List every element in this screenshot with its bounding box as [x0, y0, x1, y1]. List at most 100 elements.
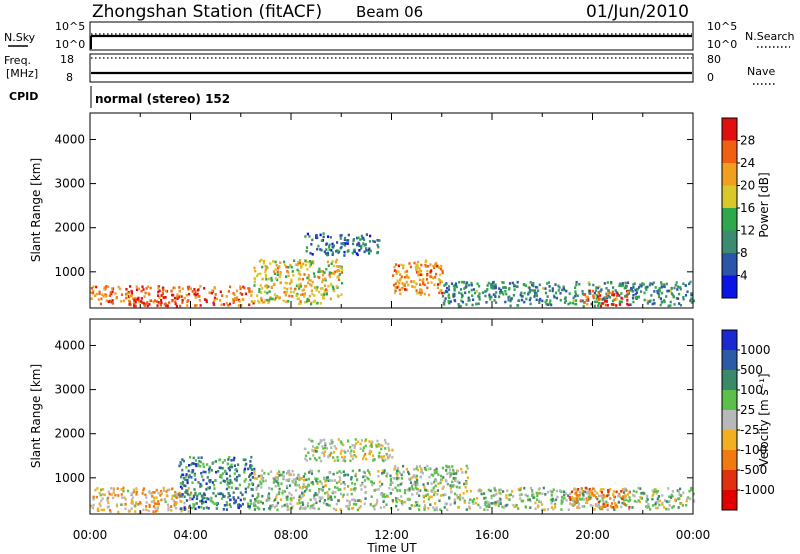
echo-cell — [219, 290, 222, 294]
echo-cell — [624, 281, 627, 285]
echo-cell — [188, 498, 191, 501]
echo-cell — [559, 298, 562, 302]
echo-cell — [406, 275, 409, 279]
echo-cell — [671, 490, 674, 493]
echo-cell — [471, 294, 474, 297]
echo-cell — [273, 272, 277, 276]
echo-cell — [657, 495, 661, 498]
echo-cell — [210, 469, 213, 472]
echo-cell — [685, 499, 688, 503]
echo-cell — [656, 291, 659, 295]
echo-cell — [565, 289, 568, 293]
echo-cell — [370, 443, 373, 446]
echo-cell — [469, 489, 472, 493]
echo-cell — [538, 301, 541, 304]
echo-cell — [422, 500, 426, 503]
echo-cell — [392, 283, 396, 287]
echo-cell — [276, 273, 279, 276]
echo-cell — [269, 296, 272, 299]
echo-cell — [306, 485, 309, 488]
echo-cell — [359, 238, 362, 241]
echo-cell — [316, 477, 319, 481]
echo-cell — [392, 476, 395, 480]
echo-cell — [408, 507, 411, 510]
echo-cell — [581, 505, 584, 508]
echo-cell — [221, 461, 224, 464]
echo-cell — [451, 465, 454, 468]
echo-cell — [249, 478, 252, 482]
echo-cell — [574, 302, 577, 306]
echo-cell — [318, 290, 321, 294]
echo-cell — [176, 293, 179, 296]
echo-cell — [408, 262, 411, 265]
echo-cell — [208, 480, 211, 484]
echo-cell — [554, 291, 558, 295]
echo-cell — [308, 438, 311, 441]
echo-cell — [602, 499, 605, 503]
echo-cell — [618, 494, 621, 498]
echo-cell — [538, 283, 541, 287]
echo-cell — [440, 267, 443, 271]
echo-cell — [525, 297, 528, 301]
echo-cell — [277, 484, 280, 487]
echo-cell — [233, 501, 236, 505]
echo-cell — [533, 291, 536, 294]
echo-cell — [333, 459, 336, 462]
echo-cell — [423, 485, 426, 489]
echo-cell — [366, 476, 369, 480]
echo-cell — [115, 296, 118, 300]
echo-cell — [364, 444, 367, 448]
echo-cell — [264, 264, 267, 268]
echo-cell — [395, 272, 398, 275]
echo-cell — [269, 297, 272, 301]
echo-cell — [349, 446, 352, 449]
echo-cell — [652, 490, 656, 493]
echo-cell — [441, 280, 444, 284]
echo-cell — [410, 485, 414, 488]
echo-cell — [415, 503, 418, 507]
echo-cell — [397, 508, 400, 512]
echo-cell — [631, 290, 634, 293]
echo-cell — [330, 283, 333, 286]
echo-cell — [436, 286, 439, 290]
echo-cell — [227, 492, 230, 495]
echo-cell — [244, 478, 247, 481]
echo-cell — [423, 506, 426, 509]
echo-cell — [454, 479, 457, 483]
echo-cell — [433, 493, 436, 497]
echo-cell — [253, 280, 256, 284]
echo-cell — [535, 291, 538, 295]
echo-cell — [205, 300, 208, 303]
echo-cell — [528, 498, 531, 501]
echo-cell — [306, 504, 309, 508]
echo-cell — [508, 287, 511, 291]
echo-cell — [575, 499, 578, 503]
echo-cell — [685, 503, 688, 507]
echo-cell — [458, 493, 462, 497]
echo-cell — [426, 269, 429, 273]
echo-cell — [243, 471, 246, 474]
echo-cell — [419, 273, 422, 276]
echo-cell — [537, 504, 540, 507]
echo-cell — [453, 288, 456, 291]
echo-cell — [222, 303, 226, 306]
echo-cell — [425, 278, 429, 281]
echo-cell — [394, 465, 397, 468]
echo-cell — [432, 276, 435, 280]
echo-cell — [658, 503, 661, 507]
echo-cell — [613, 303, 616, 306]
echo-cell — [292, 290, 295, 294]
echo-cell — [630, 288, 633, 291]
echo-cell — [667, 507, 670, 511]
echo-cell — [335, 285, 338, 288]
echo-cell — [388, 454, 391, 457]
echo-cell — [580, 487, 583, 490]
echo-cell — [307, 477, 310, 481]
echo-cell — [583, 293, 586, 297]
echo-cell — [340, 271, 343, 274]
echo-cell — [621, 497, 624, 501]
echo-cell — [618, 294, 621, 297]
echo-cell — [179, 485, 183, 489]
echo-cell — [316, 481, 319, 484]
echo-cell — [356, 478, 359, 482]
